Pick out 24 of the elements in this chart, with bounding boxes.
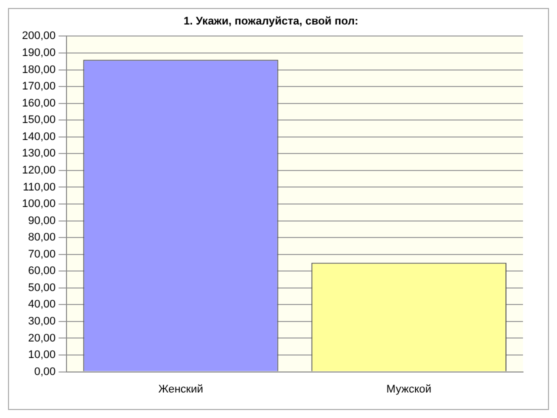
y-tick-label: 110,00: [22, 181, 56, 194]
y-tick-label: 60,00: [28, 265, 56, 278]
y-tick-label: 100,00: [22, 198, 56, 210]
y-tick-label: 0,00: [34, 366, 56, 378]
x-tick-label: Женский: [158, 383, 204, 396]
y-tick-label: 20,00: [28, 332, 56, 344]
y-tick-label: 80,00: [28, 232, 56, 244]
y-tick-label: 200,00: [22, 30, 56, 42]
y-tick-label: 30,00: [28, 315, 56, 328]
y-tick-label: 130,00: [22, 148, 56, 160]
y-tick-label: 120,00: [22, 164, 56, 176]
y-tick-label: 90,00: [28, 214, 56, 227]
y-tick-label: 180,00: [22, 64, 56, 76]
x-tick-label: Мужской: [386, 383, 432, 396]
y-tick-label: 160,00: [22, 97, 56, 110]
y-tick-label: 50,00: [28, 282, 56, 294]
y-tick-label: 170,00: [22, 80, 56, 93]
y-tick-label: 190,00: [22, 47, 56, 60]
chart-title: 1. Укажи, пожалуйста, свой пол:: [184, 16, 358, 28]
y-tick-label: 70,00: [28, 248, 56, 260]
y-tick-label: 40,00: [28, 298, 56, 311]
y-tick-label: 10,00: [28, 349, 56, 362]
y-tick-label: 140,00: [22, 130, 56, 143]
y-tick-label: 150,00: [22, 114, 56, 126]
